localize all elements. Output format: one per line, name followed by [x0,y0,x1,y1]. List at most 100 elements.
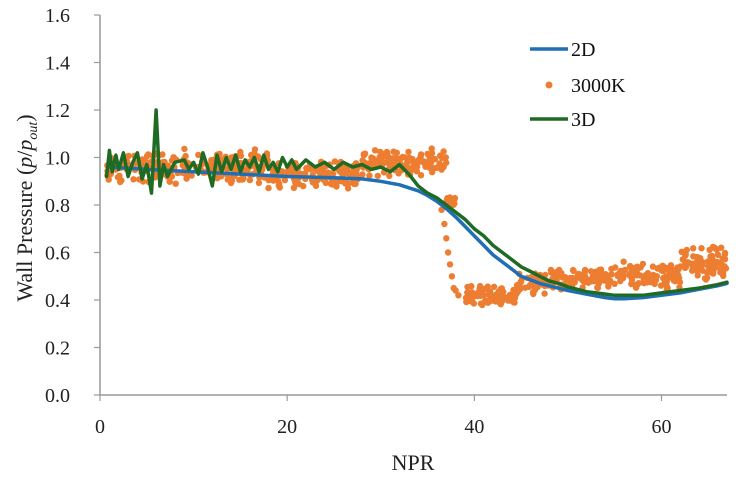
scatter-point [281,176,289,184]
y-axis-title-prefix: Wall Pressure ( [12,168,37,302]
scatter-point [159,151,166,158]
legend-item-2d: 2D [530,39,595,61]
scatter-point [697,261,704,268]
y-axis-title-pout-sub: out [26,121,41,140]
scatter-point [620,258,627,265]
scatter-point [637,264,644,271]
legend-swatch-3000k [545,81,553,89]
scatter-point [477,300,485,307]
scatter-point [441,220,448,228]
y-axis-title-pout-p: p [12,140,37,153]
scatter-point [240,175,247,182]
y-tick-label: 1.4 [45,53,70,75]
scatter-point [488,296,495,304]
scatter-point [265,176,272,184]
scatter-point [570,267,577,275]
scatter-point [635,280,642,287]
scatter-point [395,170,402,177]
scatter-point [608,271,615,278]
scatter-point [366,172,373,179]
legend-item-3000k: 3000K [545,75,626,97]
scatter-point [145,151,152,158]
scatter-point [612,264,619,271]
scatter-point [617,274,624,281]
scatter-point [462,294,470,302]
scatter-point [183,171,190,179]
scatter-point [510,299,517,306]
legend-label-3000k: 3000K [571,75,626,97]
scatter-point [376,154,383,161]
scatter-point [682,251,689,258]
scatter-point [679,256,686,263]
scatter-point [667,262,675,269]
scatter-point [588,278,595,285]
scatter-point [548,269,555,276]
scatter-point [514,288,521,296]
scatter-point [405,148,412,156]
scatter-point [529,289,537,296]
scatter-point [314,167,321,175]
scatter-point [195,151,202,159]
x-tick-label: 0 [95,416,105,438]
scatter-point [720,272,727,280]
scatter-point [125,152,132,160]
y-tick-label: 0.8 [45,195,70,217]
scatter-point [660,274,667,282]
scatter-point [558,270,565,277]
series-layer [104,108,730,309]
scatter-point [426,153,433,160]
scatter-point [446,261,454,268]
scatter-point [509,290,517,297]
scatter-point [721,256,729,263]
scatter-point [166,178,173,185]
scatter-point [481,286,488,293]
scatter-point [644,269,652,277]
scatter-point [341,164,348,171]
scatter-point [417,172,425,179]
scatter-point [672,278,679,285]
y-tick-label: 1.6 [45,5,70,27]
scatter-point [443,235,450,242]
scatter-point [390,156,397,163]
scatter-point [579,277,587,285]
scatter-point [251,150,258,157]
scatter-point [690,245,697,252]
scatter-point [114,174,122,181]
scatter-point [597,276,604,283]
y-axis-title-slash: / [12,150,37,157]
scatter-point [647,279,655,286]
scatter-point [492,292,499,299]
scatter-point [628,276,636,283]
x-axis-title: NPR [392,450,435,475]
scatter-point [657,265,664,272]
scatter-point [446,194,454,201]
scatter-point [442,154,449,161]
scatter-point [617,267,624,275]
scatter-point [574,273,582,280]
scatter-point [477,292,484,299]
scatter-point [653,273,660,280]
scatter-point [464,283,471,291]
scatter-point [705,263,712,270]
scatter-point [485,290,492,298]
scatter-point [694,253,701,261]
scatter-point [130,176,137,183]
scatter-point [699,267,706,274]
scatter-point [718,244,725,251]
scatter-point [714,258,721,266]
x-tick-label: 20 [277,416,297,438]
y-tick-label: 0.6 [45,243,70,265]
scatter-point [188,172,195,179]
scatter-point [689,260,697,267]
scatter-point [721,249,729,257]
legend: 2D 3000K 3D [530,39,626,131]
scatter-point [374,172,381,180]
y-axis-title: Wall Pressure (p/pout) [12,114,41,301]
scatter-point [496,288,503,295]
scatter-point [516,280,523,288]
scatter-point [706,246,713,254]
scatter-point [428,145,435,152]
scatter-point [640,276,648,284]
scatter-point [327,170,335,177]
